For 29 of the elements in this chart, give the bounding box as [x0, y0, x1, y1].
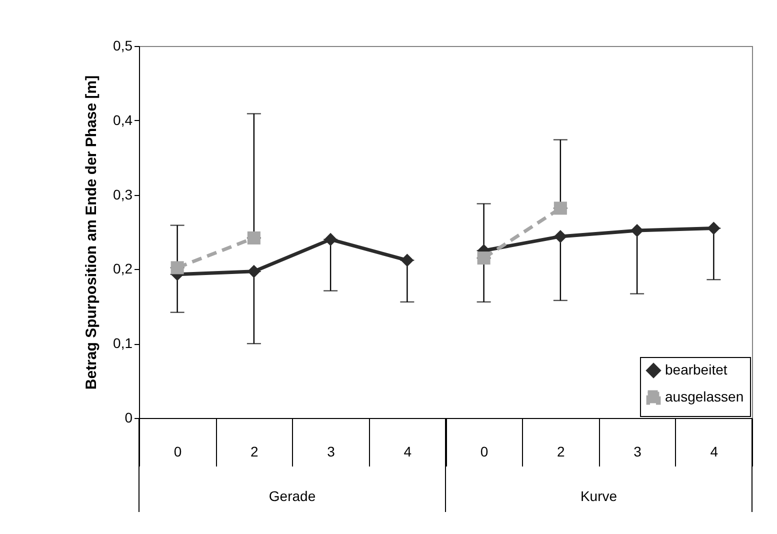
point [400, 254, 414, 267]
point [707, 222, 720, 235]
y-tick-label: 0 [124, 410, 133, 426]
x-tick-label: 0 [480, 444, 488, 460]
legend-label: bearbeitet [665, 362, 728, 378]
x-tick-label: 4 [710, 444, 718, 460]
x-tick-label: 4 [404, 444, 412, 460]
point [324, 232, 338, 246]
point [170, 261, 184, 274]
y-tick-label: 0,1 [113, 335, 133, 352]
x-tick-label: 2 [557, 444, 566, 460]
y-tick-label: 0,4 [113, 112, 133, 128]
point [247, 264, 260, 278]
point [554, 202, 567, 215]
x-tick-label: 0 [174, 444, 182, 460]
point [554, 230, 567, 243]
y-axis-title: Betrag Spurposition am Ende der Phase [m] [83, 75, 100, 390]
x-tick-label: 2 [250, 444, 259, 460]
y-tick-label: 0,5 [113, 38, 133, 54]
text: Gerade [268, 488, 316, 504]
point [247, 231, 260, 244]
legend-label: ausgelassen [665, 388, 744, 404]
point [630, 224, 644, 238]
x-tick-label: 3 [327, 444, 336, 460]
x-tick-label: 3 [634, 444, 642, 460]
text: Kurve [580, 488, 618, 504]
y-tick-label: 0,3 [113, 186, 133, 202]
point [477, 252, 490, 265]
y-tick-label: 0,2 [113, 260, 133, 277]
